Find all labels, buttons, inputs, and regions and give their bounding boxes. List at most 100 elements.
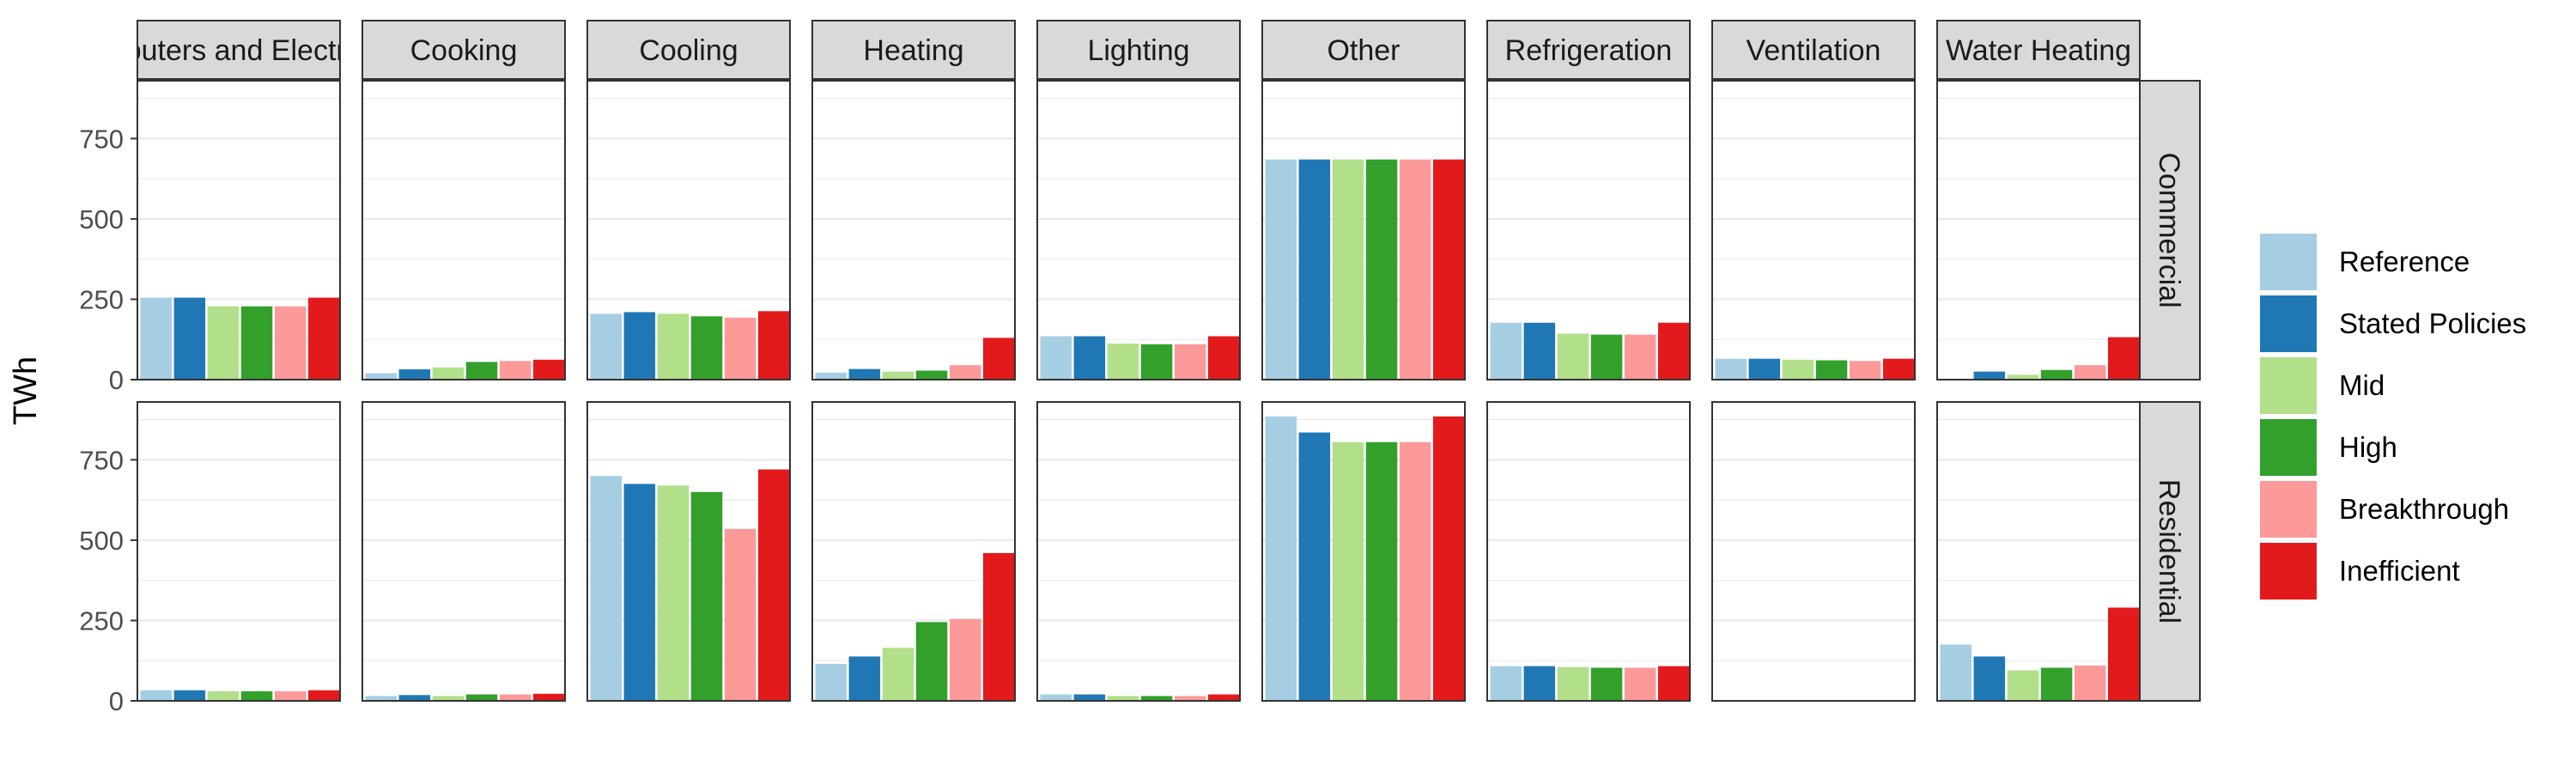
bar-residential-cooking-mid: [432, 696, 465, 701]
bar-commercial-water-heating-breakthrough: [2074, 365, 2106, 380]
bar-commercial-refrigeration-inefficient: [1658, 322, 1690, 380]
panel-residential-computers-and-electronics: [137, 401, 341, 702]
bar-residential-lighting-mid: [1107, 696, 1139, 701]
bar-commercial-cooking-stated-policies: [398, 369, 431, 380]
bar-residential-other-inefficient: [1433, 416, 1465, 701]
strip-background: [137, 20, 341, 80]
bar-commercial-cooling-breakthrough: [724, 317, 756, 380]
panel-commercial-heating: [811, 80, 1016, 380]
bar-commercial-heating-breakthrough: [949, 365, 981, 380]
bar-commercial-lighting-reference: [1040, 336, 1072, 380]
bar-residential-water-heating-stated-policies: [1973, 656, 2006, 701]
panel-residential-cooling: [586, 401, 791, 702]
bar-commercial-cooling-reference: [590, 313, 622, 380]
panel-border: [137, 80, 341, 380]
strip-label: Residential: [2153, 479, 2185, 624]
bar-commercial-lighting-stated-policies: [1073, 336, 1106, 380]
bar-commercial-water-heating-high: [2040, 369, 2073, 380]
bar-commercial-other-high: [1365, 159, 1398, 380]
bar-commercial-cooling-inefficient: [758, 311, 790, 380]
bar-commercial-heating-stated-policies: [848, 368, 881, 380]
panel-border: [1711, 80, 1916, 380]
bar-commercial-computers-and-electronics-reference: [140, 297, 172, 380]
bar-commercial-heating-high: [915, 370, 948, 380]
gridlines: [1712, 418, 1915, 661]
gridlines: [1937, 418, 2140, 661]
strip-commercial: Commercial: [2139, 80, 2201, 380]
strip-computers-and-electronics: Computers and Electronics: [137, 20, 341, 80]
panel-residential-ventilation: [1711, 401, 1916, 702]
legend-key: [2260, 295, 2317, 352]
bar-residential-water-heating-mid: [2007, 670, 2039, 701]
strip-label: Cooling: [639, 34, 738, 67]
bar-residential-lighting-inefficient: [1208, 694, 1240, 701]
y-tick-label: 750: [79, 124, 124, 154]
bar-residential-cooling-inefficient: [758, 469, 790, 701]
legend-key: [2260, 543, 2317, 600]
panel-background: [812, 81, 1015, 380]
gridlines: [812, 97, 1015, 340]
bar-commercial-water-heating-inefficient: [2108, 337, 2140, 380]
bar-residential-refrigeration-mid: [1557, 666, 1589, 701]
bar-residential-heating-stated-policies: [848, 656, 881, 701]
bar-commercial-ventilation-mid: [1782, 359, 1814, 380]
panel-border: [361, 401, 566, 702]
bar-residential-cooking-reference: [365, 696, 397, 701]
panel-border: [1486, 80, 1691, 380]
bar-residential-computers-and-electronics-mid: [207, 691, 240, 701]
bar-commercial-other-mid: [1332, 159, 1364, 380]
panel-background: [137, 402, 340, 701]
panel-background: [1937, 81, 2140, 380]
bar-residential-lighting-high: [1140, 696, 1173, 701]
y-tick-label: 500: [79, 204, 124, 234]
bar-residential-other-stated-policies: [1298, 432, 1331, 701]
strip-ventilation: Ventilation: [1711, 20, 1916, 80]
bar-residential-cooling-mid: [657, 485, 690, 701]
y-tick-label: 500: [79, 526, 124, 556]
panel-border: [361, 80, 566, 380]
strip-background: [361, 20, 566, 80]
strip-heating: Heating: [811, 20, 1016, 80]
legend-key: [2260, 419, 2317, 476]
bar-commercial-water-heating-stated-policies: [1973, 371, 2006, 380]
panel-commercial-lighting: [1036, 80, 1241, 380]
legend-item-breakthrough: Breakthrough: [2260, 481, 2509, 538]
panel-background: [1712, 81, 1915, 380]
gridlines: [362, 97, 565, 340]
bar-commercial-lighting-high: [1140, 344, 1173, 380]
panel-commercial-cooling: [586, 80, 791, 380]
y-axis-title: TWh: [8, 356, 44, 425]
bar-commercial-lighting-mid: [1107, 344, 1139, 380]
legend-label: Inefficient: [2339, 555, 2460, 587]
bar-residential-lighting-breakthrough: [1174, 696, 1206, 701]
bar-commercial-refrigeration-reference: [1490, 322, 1522, 380]
bar-residential-heating-mid: [882, 648, 914, 701]
gridlines: [137, 418, 340, 661]
bar-residential-heating-breakthrough: [949, 618, 981, 701]
legend: Reference Stated Policies Mid High Breakthro…: [2260, 234, 2526, 600]
legend-label: Reference: [2339, 246, 2470, 277]
bar-commercial-cooling-stated-policies: [623, 312, 656, 380]
bar-commercial-other-stated-policies: [1298, 159, 1331, 380]
bar-commercial-cooking-breakthrough: [499, 361, 532, 380]
bar-residential-cooking-breakthrough: [499, 694, 532, 701]
bar-commercial-refrigeration-breakthrough: [1624, 334, 1656, 380]
bar-residential-cooling-breakthrough: [724, 528, 756, 701]
panel-border: [1036, 80, 1241, 380]
strip-refrigeration: Refrigeration: [1486, 20, 1691, 80]
panel-border: [586, 80, 791, 380]
bar-commercial-ventilation-breakthrough: [1849, 361, 1881, 380]
panel-residential-cooking: [361, 401, 566, 702]
strip-background: [1936, 20, 2141, 80]
panel-residential-lighting: [1036, 401, 1241, 702]
panel-commercial-other: [1261, 80, 1466, 380]
bar-commercial-refrigeration-stated-policies: [1523, 322, 1556, 380]
bar-commercial-ventilation-inefficient: [1883, 358, 1915, 380]
bar-residential-water-heating-high: [2040, 667, 2073, 701]
strip-background: [1486, 20, 1691, 80]
gridlines: [362, 418, 565, 661]
panel-residential-heating: [811, 401, 1016, 702]
strip-background: [1711, 20, 1916, 80]
bar-residential-lighting-reference: [1040, 694, 1072, 701]
